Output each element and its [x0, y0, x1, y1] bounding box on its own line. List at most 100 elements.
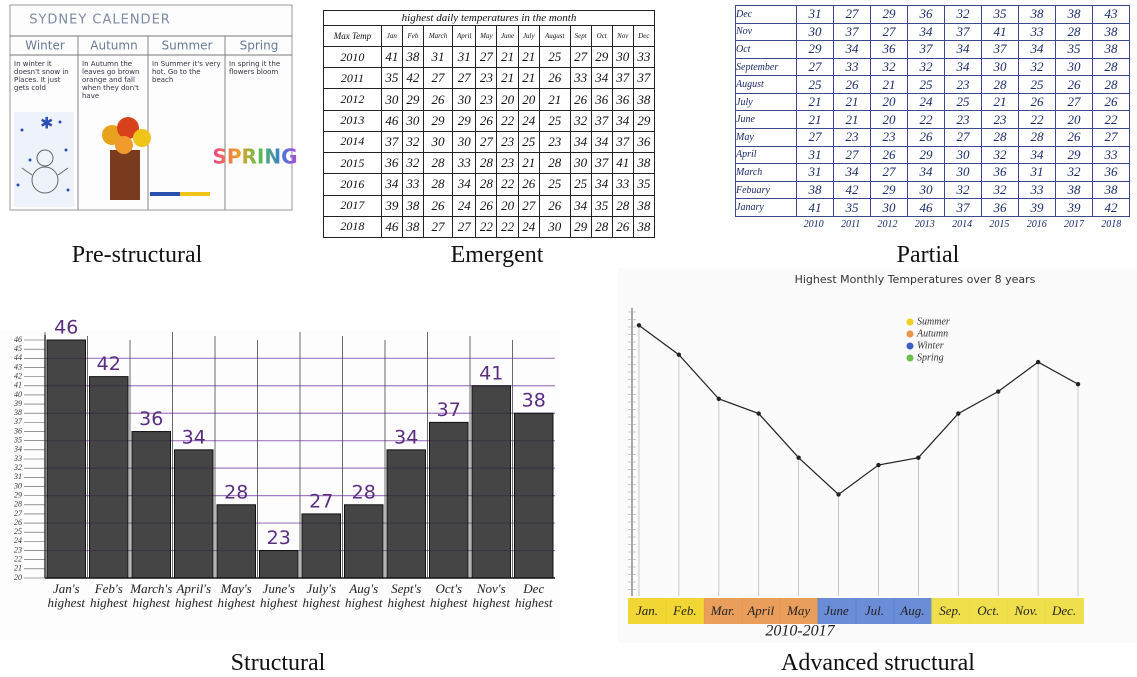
table-row: 2011354227272321212633343737: [324, 68, 655, 89]
table-cell: 34: [908, 164, 945, 182]
table-cell: 30: [423, 131, 452, 152]
table-cell: 36: [591, 89, 612, 110]
x-tick-label: Jul.: [865, 603, 884, 618]
table-cell: 25: [908, 76, 945, 94]
table-cell: 34: [908, 23, 945, 41]
calendar-title: SYDNEY CALENDER: [29, 13, 171, 28]
table-cell: 30: [982, 58, 1019, 76]
table-cell: 36: [381, 153, 402, 174]
x-tick-label: Oct's highest: [426, 582, 472, 610]
caption: Pre-structural: [72, 242, 203, 269]
table-cell: 30: [945, 146, 982, 164]
table-cell: 26: [423, 89, 452, 110]
season-note: In Autumn the leaves go brown orange and…: [82, 60, 146, 100]
table-cell: 32: [1056, 164, 1093, 182]
table-cell: 29: [570, 216, 591, 237]
table-cell: 23: [497, 153, 518, 174]
table-row: 2016343328342822262525343335: [324, 174, 655, 195]
year-label: 2018: [1101, 219, 1121, 230]
table-cell: 29: [591, 47, 612, 68]
y-tick-label: 22: [14, 555, 22, 564]
table-cell: 23: [982, 111, 1019, 129]
x-tick-label: Sep.: [939, 603, 961, 618]
column-header: March: [423, 26, 452, 47]
table-title: highest daily temperatures in the month: [324, 11, 655, 26]
point: [1036, 360, 1040, 364]
table-cell: 27: [834, 6, 871, 24]
table-cell: 28: [1056, 23, 1093, 41]
x-tick-label: Feb.: [672, 603, 696, 618]
point: [836, 492, 840, 496]
chart-title: Highest Monthly Temperatures over 8 year…: [795, 273, 1036, 286]
table-cell: 21: [834, 93, 871, 111]
page: { "pre_structural": { "caption": "Pre-st…: [0, 0, 1137, 676]
table-cell: 22: [1093, 111, 1130, 129]
bar: [132, 432, 171, 578]
table-cell: 38: [402, 195, 423, 216]
table-row: July212120242521262726: [736, 93, 1130, 111]
table-cell: 28: [539, 153, 570, 174]
year-label: 2014: [952, 219, 972, 230]
table-cell: 37: [908, 41, 945, 59]
y-tick-label: 21: [14, 564, 22, 573]
table-cell: 28: [423, 174, 452, 195]
point: [956, 411, 960, 415]
table-cell: 32: [945, 6, 982, 24]
table-cell: 42: [402, 68, 423, 89]
table-cell: 27: [1093, 129, 1130, 147]
y-tick-label: 29: [14, 490, 22, 499]
table-cell: 21: [518, 68, 539, 89]
table-cell: 27: [1056, 93, 1093, 111]
row-year: 2012: [324, 89, 382, 110]
table-cell: 35: [633, 174, 654, 195]
bar: [302, 514, 341, 578]
point: [717, 397, 721, 401]
y-tick-label: 27: [14, 509, 23, 518]
table-cell: 23: [539, 131, 570, 152]
table-cell: 37: [633, 68, 654, 89]
season-note: In winter it doesn't snow in Places. It …: [14, 60, 76, 100]
table-cell: 29: [402, 89, 423, 110]
point: [757, 411, 761, 415]
table-cell: 29: [797, 41, 834, 59]
table-cell: 21: [834, 111, 871, 129]
table-cell: 36: [612, 89, 633, 110]
table-cell: 26: [423, 195, 452, 216]
table-cell: 21: [871, 76, 908, 94]
table-cell: 46: [381, 110, 402, 131]
table-cell: 30: [402, 110, 423, 131]
beach: [150, 192, 180, 196]
value-label: 42: [97, 353, 121, 375]
table-cell: 21: [518, 153, 539, 174]
table-cell: 26: [1056, 129, 1093, 147]
table-cell: 29: [633, 110, 654, 131]
table-cell: 30: [612, 47, 633, 68]
table-cell: 24: [518, 216, 539, 237]
table-cell: 26: [539, 195, 570, 216]
table-cell: 27: [871, 164, 908, 182]
table-cell: 26: [476, 195, 497, 216]
column-header: Max Temp: [324, 26, 382, 47]
year-label: 2015: [989, 219, 1009, 230]
y-tick-label: 30: [13, 481, 22, 490]
y-tick-label: 38: [13, 408, 22, 417]
table-cell: 30: [908, 181, 945, 199]
table-cell: 30: [453, 131, 476, 152]
caption: Structural: [231, 650, 326, 677]
table-cell: 32: [402, 153, 423, 174]
value-label: 41: [479, 362, 503, 384]
table-cell: 41: [381, 47, 402, 68]
season-name: Autumn: [90, 39, 137, 53]
column-header: May: [476, 26, 497, 47]
value-label: 37: [437, 399, 461, 421]
table-cell: 32: [570, 110, 591, 131]
table-cell: 31: [453, 47, 476, 68]
column-header: Feb: [402, 26, 423, 47]
table-cell: 36: [982, 164, 1019, 182]
table-cell: 34: [381, 174, 402, 195]
table-cell: 33: [633, 47, 654, 68]
table-cell: 38: [1056, 181, 1093, 199]
table-cell: 25: [945, 93, 982, 111]
table-row: May272323262728282627: [736, 129, 1130, 147]
